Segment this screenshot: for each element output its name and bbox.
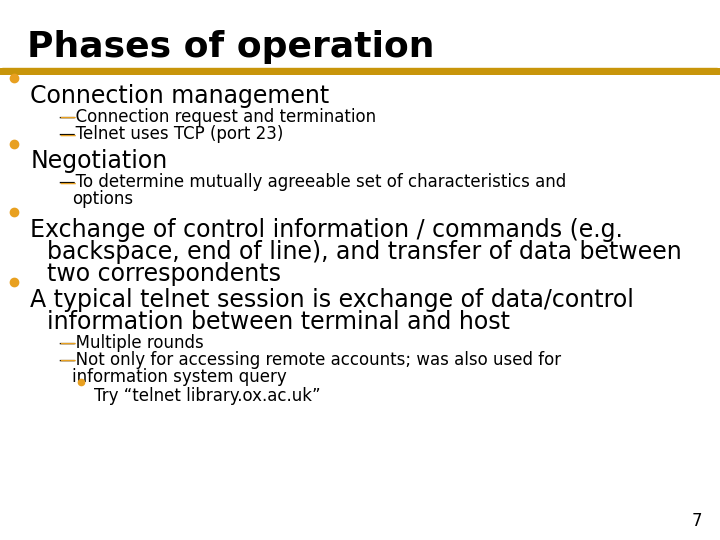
- Text: —To determine mutually agreeable set of characteristics and: —To determine mutually agreeable set of …: [59, 173, 567, 191]
- Text: —: —: [59, 108, 76, 126]
- Text: options: options: [72, 190, 133, 208]
- Text: Try “telnet library.ox.ac.uk”: Try “telnet library.ox.ac.uk”: [94, 387, 320, 404]
- Text: —Not only for accessing remote accounts; was also used for: —Not only for accessing remote accounts;…: [59, 351, 561, 369]
- Text: —: —: [59, 334, 76, 352]
- Text: —Connection request and termination: —Connection request and termination: [59, 108, 376, 126]
- Text: two correspondents: two correspondents: [47, 262, 281, 286]
- Text: 7: 7: [691, 512, 702, 530]
- Text: Exchange of control information / commands (e.g.: Exchange of control information / comman…: [30, 218, 623, 241]
- Text: —: —: [59, 351, 76, 369]
- Text: Phases of operation: Phases of operation: [27, 30, 435, 64]
- Text: A typical telnet session is exchange of data/control: A typical telnet session is exchange of …: [30, 288, 634, 312]
- Text: —: —: [59, 173, 76, 191]
- Text: backspace, end of line), and transfer of data between: backspace, end of line), and transfer of…: [47, 240, 682, 264]
- Text: information system query: information system query: [72, 368, 287, 386]
- Text: Negotiation: Negotiation: [30, 149, 168, 173]
- Text: Connection management: Connection management: [30, 84, 330, 107]
- Text: —: —: [59, 125, 76, 143]
- Text: —Multiple rounds: —Multiple rounds: [59, 334, 204, 352]
- Text: —Telnet uses TCP (port 23): —Telnet uses TCP (port 23): [59, 125, 284, 143]
- Text: information between terminal and host: information between terminal and host: [47, 310, 510, 334]
